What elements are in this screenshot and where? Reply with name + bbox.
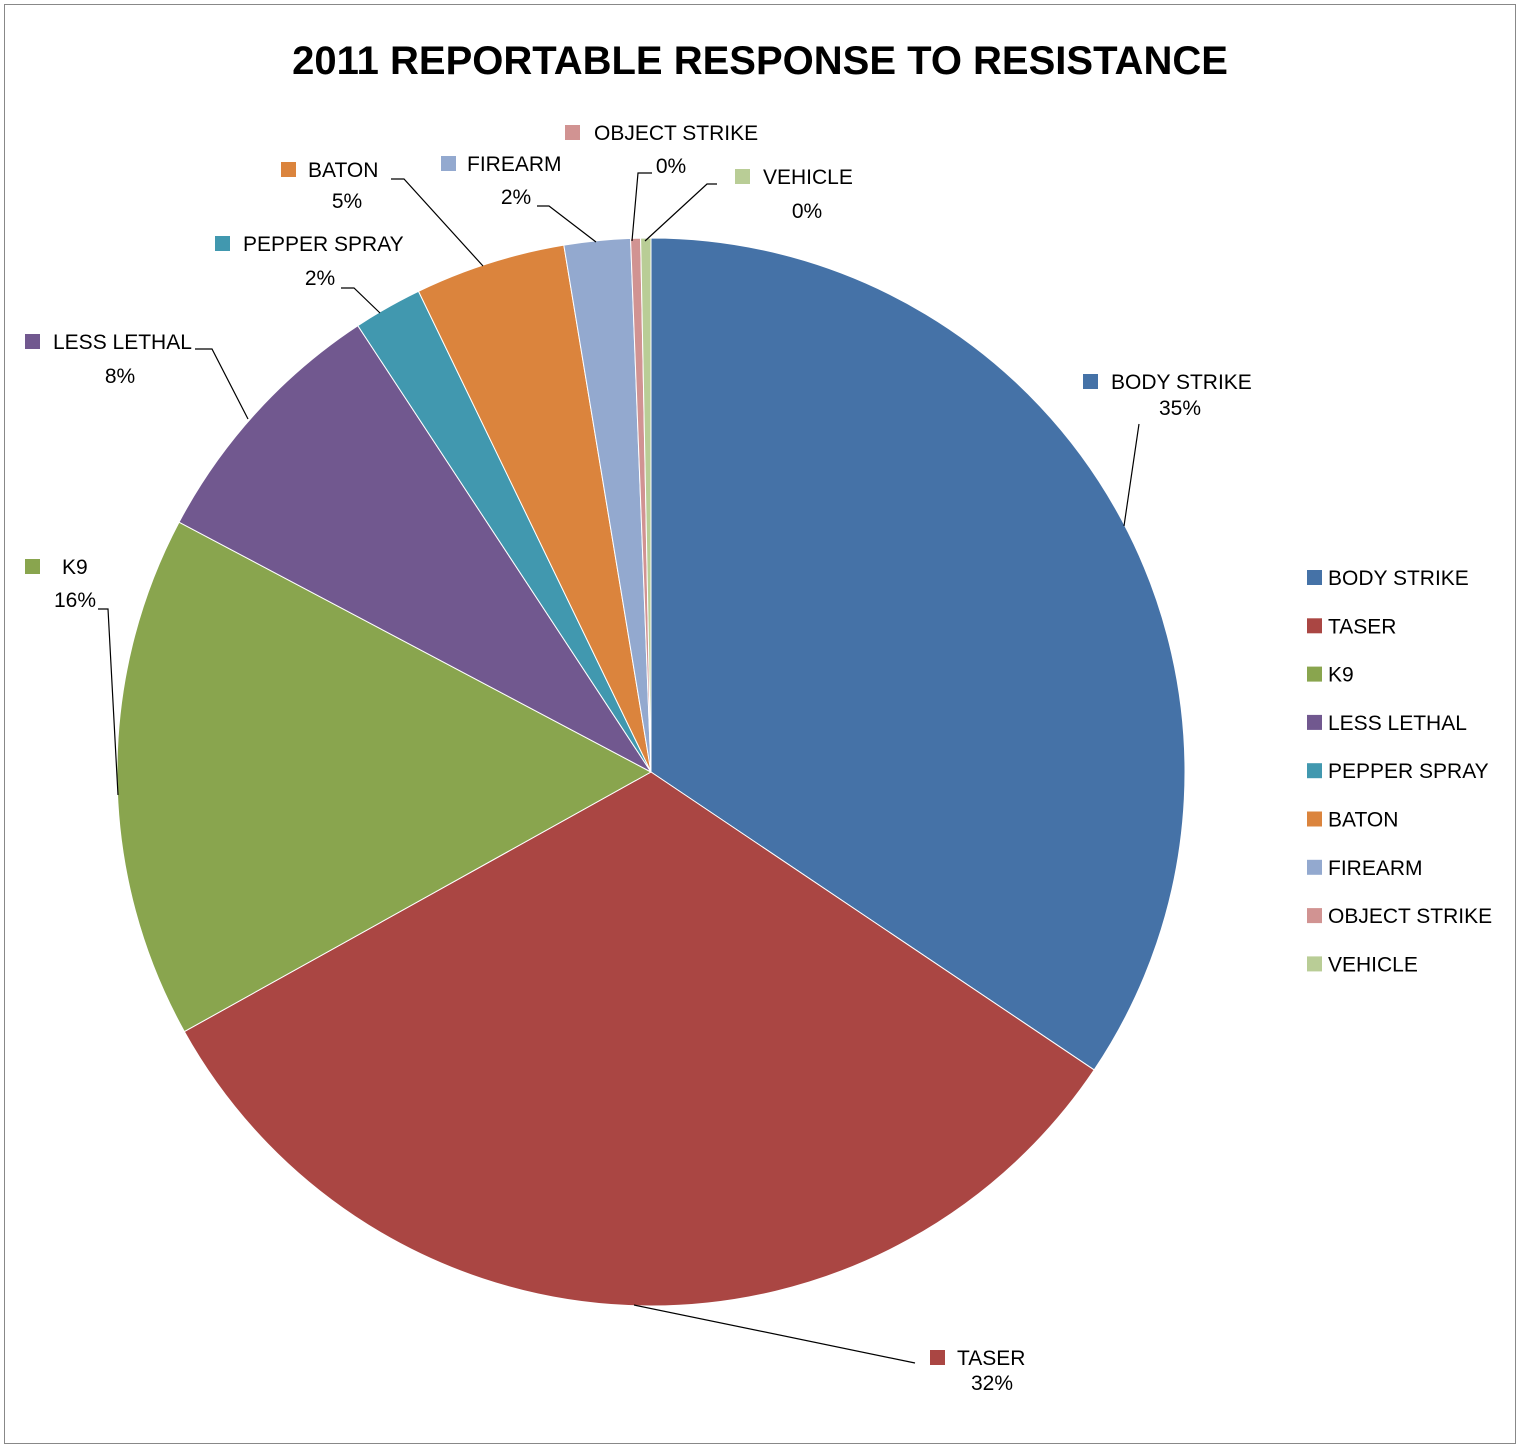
legend-label-less-lethal: LESS LETHAL: [1328, 712, 1467, 735]
data-label-marker-body-strike: [1083, 374, 1098, 389]
leader-line-object-strike: [631, 172, 652, 242]
leader-line-body-strike: [1123, 423, 1140, 527]
leader-line-less-lethal: [195, 348, 249, 420]
data-label-value-k9: 16%: [54, 589, 96, 612]
legend-swatch-taser: [1307, 618, 1322, 634]
leader-line-k9: [98, 608, 119, 796]
pie-slice-vehicle: [640, 237, 652, 773]
data-label-value-baton: 5%: [332, 190, 362, 213]
leader-lines: [98, 172, 1140, 1364]
data-label-value-pepper-spray: 2%: [305, 267, 335, 290]
leader-line-vehicle: [644, 183, 717, 242]
data-label-marker-vehicle: [735, 169, 750, 184]
legend-swatch-pepper-spray: [1307, 763, 1322, 779]
data-label-value-firearm: 2%: [501, 186, 531, 209]
data-label-value-object-strike: 0%: [656, 155, 686, 178]
data-label-name-baton: BATON: [308, 159, 378, 182]
leader-line-firearm: [537, 205, 597, 243]
legend-swatch-less-lethal: [1307, 714, 1322, 730]
legend-swatch-firearm: [1307, 859, 1322, 875]
legend-label-vehicle: VEHICLE: [1328, 953, 1418, 976]
pie-slice-less-lethal: [178, 324, 652, 773]
leader-line-taser: [633, 1304, 916, 1364]
data-label-marker-taser: [930, 1350, 945, 1365]
chart-title: 2011 REPORTABLE RESPONSE TO RESISTANCE: [292, 39, 1228, 83]
legend-swatch-baton: [1307, 811, 1322, 827]
data-label-name-object-strike: OBJECT STRIKE: [594, 122, 758, 145]
pie-slice-body-strike: [650, 237, 1186, 1071]
data-label-name-taser: TASER: [957, 1347, 1025, 1370]
data-label-marker-pepper-spray: [215, 236, 230, 251]
leader-line-baton: [391, 178, 484, 267]
data-label-value-body-strike: 35%: [1159, 397, 1201, 420]
legend-swatch-body-strike: [1307, 570, 1322, 585]
data-label-name-pepper-spray: PEPPER SPRAY: [243, 233, 404, 256]
legend-label-firearm: FIREARM: [1328, 857, 1423, 880]
data-label-marker-baton: [281, 162, 296, 177]
legend-swatch-k9: [1307, 666, 1322, 682]
legend-label-baton: BATON: [1328, 809, 1398, 832]
legend-label-object-strike: OBJECT STRIKE: [1328, 905, 1492, 928]
data-label-marker-object-strike: [565, 125, 580, 140]
data-label-marker-k9: [25, 559, 40, 574]
data-label-name-k9: K9: [62, 556, 88, 579]
legend-label-k9: K9: [1328, 664, 1354, 687]
data-label-marker-firearm: [441, 156, 456, 171]
legend: BODY STRIKE TASER K9 LESS LETHAL PEPPER SPRA…: [1307, 567, 1492, 976]
data-label-marker-less-lethal: [25, 334, 40, 349]
legend-swatch-object-strike: [1307, 908, 1322, 924]
legend-swatch-vehicle: [1307, 956, 1322, 972]
data-label-name-body-strike: BODY STRIKE: [1111, 371, 1252, 394]
pie-slices: [116, 237, 1186, 1307]
legend-label-pepper-spray: PEPPER SPRAY: [1328, 760, 1489, 783]
data-label-value-less-lethal: 8%: [105, 365, 135, 388]
data-label-name-firearm: FIREARM: [467, 153, 562, 176]
leader-line-pepper-spray: [341, 287, 381, 314]
data-label-name-less-lethal: LESS LETHAL: [53, 331, 192, 354]
data-label-value-vehicle: 0%: [792, 200, 822, 223]
legend-label-body-strike: BODY STRIKE: [1328, 567, 1469, 590]
data-label-name-vehicle: VEHICLE: [763, 166, 853, 189]
data-label-value-taser: 32%: [971, 1372, 1013, 1395]
legend-label-taser: TASER: [1328, 615, 1396, 638]
